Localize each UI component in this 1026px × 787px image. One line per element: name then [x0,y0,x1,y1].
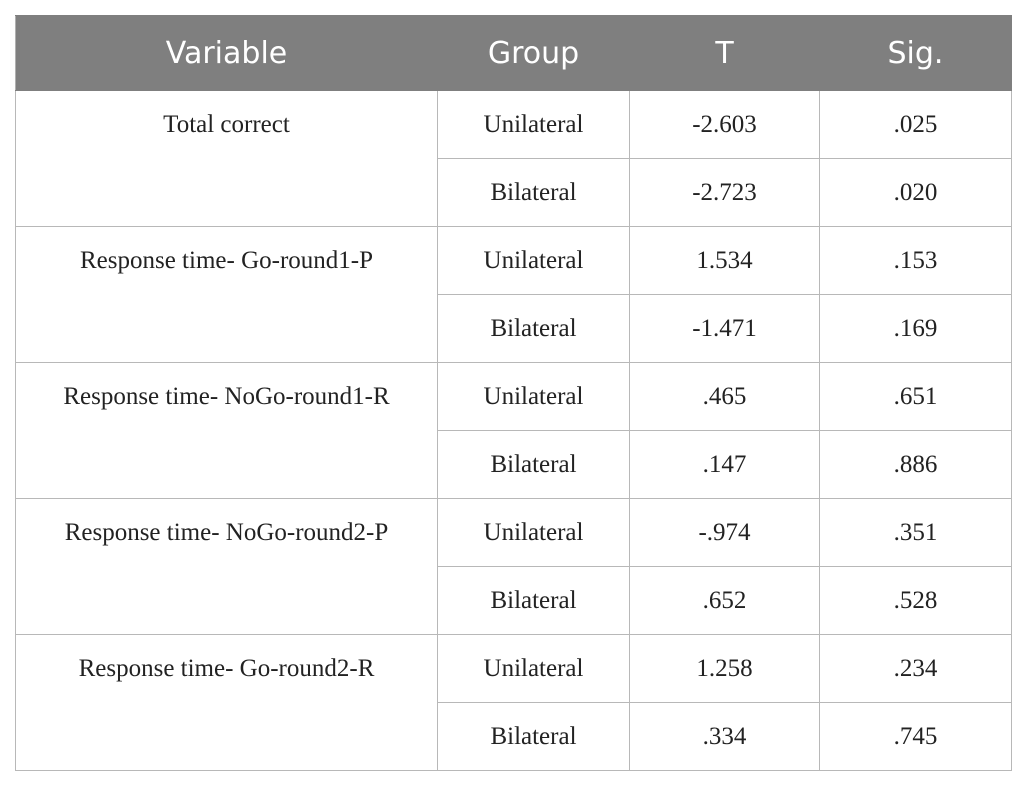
t-cell: -.974 [629,498,820,567]
sig-cell: .886 [819,430,1012,499]
group-cell: Unilateral [437,90,630,159]
group-cell: Bilateral [437,158,630,227]
group-cell: Bilateral [437,566,630,635]
header-cell: Group [437,15,630,91]
table-row: Bilateral -2.723.020 [16,158,1012,227]
table-row: Bilateral .334.745 [16,702,1012,771]
t-cell: .465 [629,362,820,431]
t-cell: -2.603 [629,90,820,159]
table-row: Response time- NoGo-round2-P Unilateral -.… [15,498,1012,635]
table-row: Response time- Go-round2-R Unilateral 1.25… [15,634,1012,771]
table-row: Total correct Unilateral -2.603.025 [15,90,1012,227]
table-row: Bilateral .652.528 [16,566,1012,635]
t-cell: -1.471 [629,294,820,363]
t-cell: 1.258 [629,634,820,703]
header-cell: Sig. [819,15,1012,91]
t-cell: .147 [629,430,820,499]
sig-cell: .169 [819,294,1012,363]
table-row: Bilateral .147.886 [16,430,1012,499]
group-cell: Unilateral [437,226,630,295]
sig-cell: .351 [819,498,1012,567]
header-cell: Variable [15,15,438,91]
table-row: Response time- Go-round1-P Unilateral 1.53… [15,226,1012,363]
sig-cell: .020 [819,158,1012,227]
group-cell: Bilateral [437,294,630,363]
group-cell: Unilateral [437,362,630,431]
group-cell: Bilateral [437,702,630,771]
variable-cell: Response time- Go-round2-R [15,634,438,771]
header-row: Variable Group T Sig. [15,15,1012,91]
header-cell: T [629,15,820,91]
group-cell: Bilateral [437,430,630,499]
t-cell: 1.534 [629,226,820,295]
t-cell: .652 [629,566,820,635]
sig-cell: .234 [819,634,1012,703]
sig-cell: .025 [819,90,1012,159]
sig-cell: .528 [819,566,1012,635]
variable-cell: Response time- Go-round1-P [15,226,438,363]
t-cell: .334 [629,702,820,771]
group-cell: Unilateral [437,634,630,703]
sig-cell: .153 [819,226,1012,295]
results-table: Variable Group T Sig. Total correct Unilater… [15,15,1012,771]
variable-cell: Response time- NoGo-round1-R [15,362,438,499]
sig-cell: .745 [819,702,1012,771]
sig-cell: .651 [819,362,1012,431]
variable-cell: Total correct [15,90,438,227]
t-cell: -2.723 [629,158,820,227]
table-row: Response time- NoGo-round1-R Unilateral .4… [15,362,1012,499]
variable-cell: Response time- NoGo-round2-P [15,498,438,635]
group-cell: Unilateral [437,498,630,567]
